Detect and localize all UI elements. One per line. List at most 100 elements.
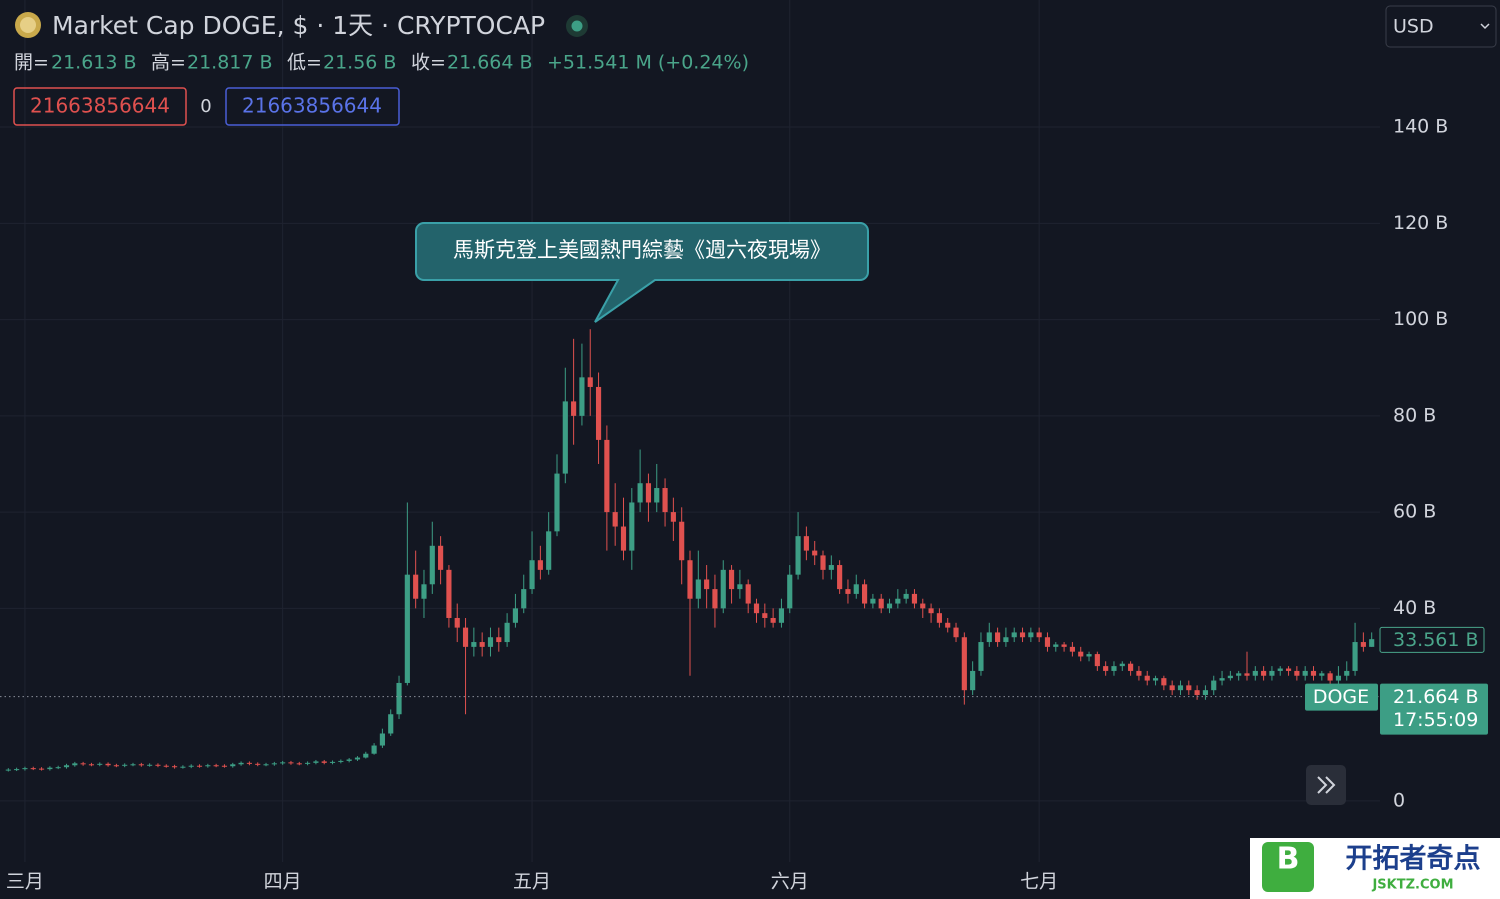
candle-body <box>986 632 992 643</box>
legend-value: 21.817 B <box>187 52 273 74</box>
candle-body <box>404 574 410 683</box>
candle-body <box>230 764 236 767</box>
candle-body <box>313 761 319 763</box>
currency-select[interactable] <box>1385 5 1497 48</box>
candle-body <box>1103 666 1109 671</box>
candle-body <box>246 762 252 764</box>
candle-body <box>1352 642 1358 671</box>
candle-body <box>1044 637 1051 647</box>
candle-body <box>321 761 327 763</box>
candle-body <box>88 764 95 766</box>
candle-body <box>255 763 261 765</box>
candle-body <box>828 565 834 570</box>
candle-body <box>1369 639 1375 647</box>
x-tick-label: 四月 <box>264 871 302 893</box>
candle-body <box>953 627 959 638</box>
watermark-logo-letter: B <box>1277 842 1300 877</box>
candle-body <box>521 589 527 609</box>
coin-icon-inner <box>20 17 36 33</box>
candle-body <box>1003 637 1009 643</box>
candle-body <box>670 512 676 522</box>
candle-body <box>1011 632 1017 638</box>
candle-body <box>496 637 502 643</box>
candle-body <box>1211 680 1217 691</box>
candle-body <box>595 386 602 440</box>
candle-body <box>695 579 701 599</box>
candle-body <box>371 745 377 754</box>
candle-body <box>97 763 103 765</box>
legend-label: 低= <box>287 52 322 74</box>
candle-body <box>770 617 776 623</box>
candle-body <box>487 637 494 647</box>
legend-change: +51.541 M (+0.24%) <box>547 52 749 74</box>
candle-body <box>329 761 336 763</box>
legend-label: 高= <box>151 52 186 74</box>
legend-value: 21.613 B <box>51 52 137 74</box>
candle-body <box>1036 632 1042 638</box>
symbol-tag <box>1305 683 1378 711</box>
candle-body <box>878 598 884 609</box>
candle-body <box>5 769 11 771</box>
candle-body <box>1177 685 1184 691</box>
candle-body <box>338 760 344 762</box>
candle-body <box>945 622 951 628</box>
overlay: Market Cap DOGE, $ · 1天 · CRYPTOCAP 開= 2… <box>0 5 1500 899</box>
candle-body <box>737 584 743 590</box>
candle-body <box>920 603 926 609</box>
chart-title: Market Cap DOGE, $ · 1天 · CRYPTOCAP <box>52 11 545 40</box>
candle-body <box>188 765 194 767</box>
y-tick-label: 60 B <box>1393 501 1436 523</box>
candle-body <box>30 768 36 770</box>
legend-value: 21.664 B <box>447 52 533 74</box>
x-tick-label: 七月 <box>1020 871 1058 893</box>
candle-body <box>454 617 460 628</box>
candle-body <box>1219 678 1225 681</box>
candle-body <box>1202 690 1208 695</box>
y-tick-label: 0 <box>1393 789 1405 811</box>
candle-body <box>479 642 485 647</box>
candle-body <box>837 565 843 590</box>
x-tick-label: 六月 <box>771 871 809 893</box>
candle-body <box>753 603 760 614</box>
candle-body <box>305 762 311 764</box>
candle-body <box>1310 670 1317 676</box>
candle-body <box>862 584 868 604</box>
candle-body <box>579 377 585 416</box>
legend-label: 開= <box>14 52 49 74</box>
candle-body <box>1269 670 1275 676</box>
candle-body <box>429 545 435 585</box>
candle-body <box>438 545 444 570</box>
candle-body <box>363 753 369 758</box>
candle-body <box>911 593 918 604</box>
candle-body <box>1111 666 1117 671</box>
candle-body <box>637 483 643 503</box>
candle-body <box>55 767 61 769</box>
candle-body <box>1078 651 1084 657</box>
candle-body <box>138 764 144 766</box>
candle-body <box>221 765 228 767</box>
chevron <box>1480 23 1490 30</box>
candle-body <box>1186 685 1192 691</box>
candles <box>5 329 1375 772</box>
candle-body <box>604 439 610 513</box>
candle-body <box>1277 668 1283 671</box>
candle-body <box>105 763 111 766</box>
candle-body <box>155 764 161 766</box>
y-tick-label: 140 B <box>1393 116 1448 138</box>
candle-body <box>1144 675 1150 681</box>
annotation-text: 馬斯克登上美國熱門綜藝《週六夜現場》 <box>453 238 831 262</box>
candle-body <box>296 763 302 765</box>
candle-body <box>446 569 452 618</box>
candle-body <box>620 526 627 551</box>
candle-body <box>1161 678 1167 686</box>
watermark-url: JSKTZ.COM <box>1371 878 1453 893</box>
candle-body <box>1244 673 1250 676</box>
annotation-callout <box>415 222 869 323</box>
x-tick-label: 五月 <box>513 871 551 893</box>
candle-body <box>1294 670 1300 676</box>
candle-body <box>1285 668 1292 671</box>
candle-body <box>1335 675 1342 681</box>
currency-label: USD <box>1393 16 1434 38</box>
candle-body <box>271 763 277 765</box>
